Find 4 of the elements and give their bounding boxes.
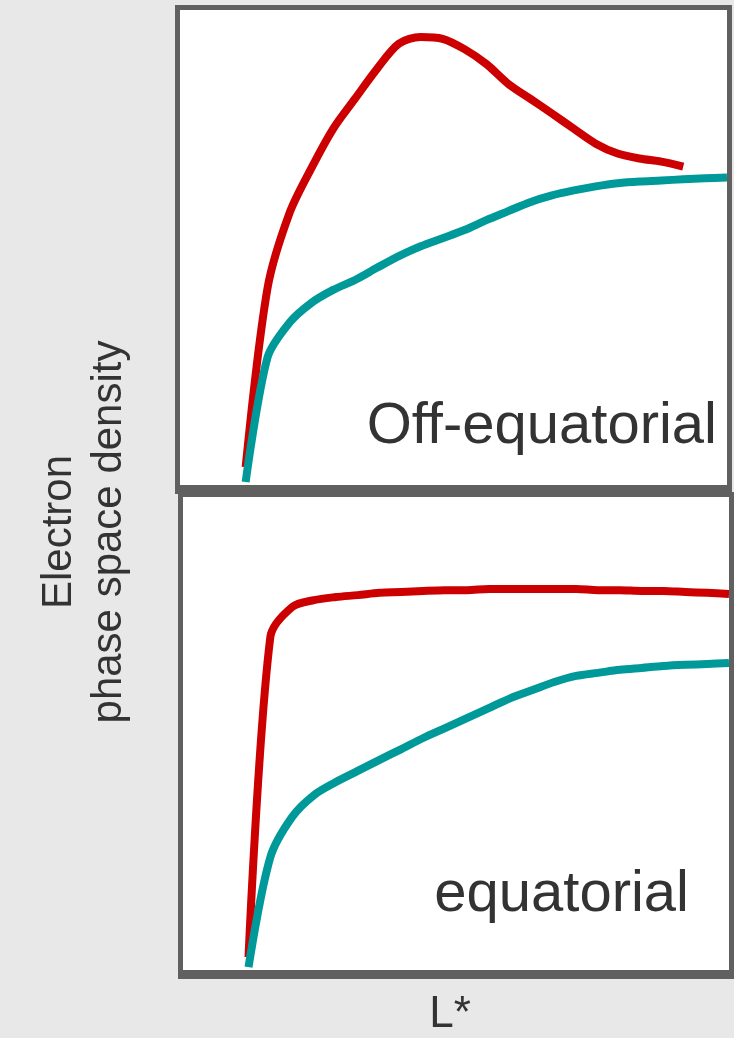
annotation: Off-equatorial: [366, 389, 718, 455]
annotation: equatorial: [434, 857, 690, 923]
y-axis-title: Electron phase space density: [32, 340, 131, 724]
x-axis-title: L*: [429, 987, 471, 1037]
